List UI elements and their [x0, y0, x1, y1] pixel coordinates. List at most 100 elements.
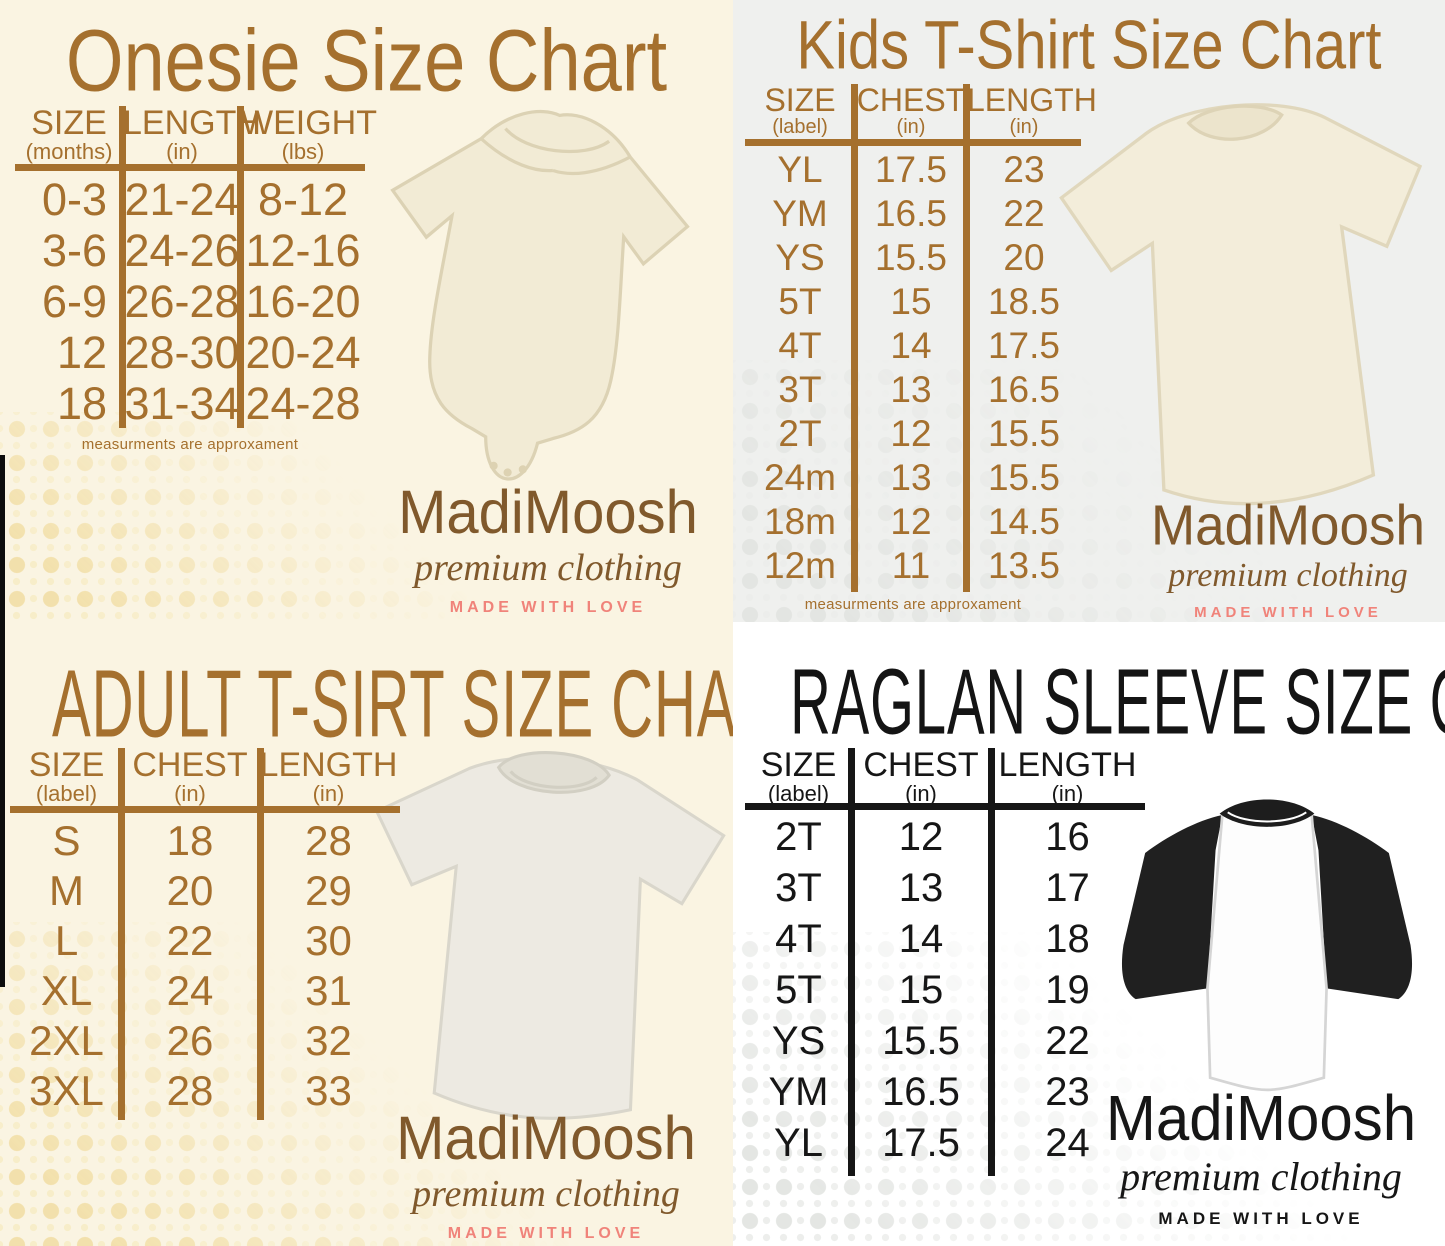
table-row: 3T 13 17 — [745, 863, 1145, 914]
photo-edge-artifact — [0, 455, 5, 987]
size-cell: S — [52, 817, 81, 864]
table-row: YL 17.5 24 — [745, 1118, 1145, 1169]
column-header: SIZE (label) — [10, 748, 123, 806]
brand-slogan: MADE WITH LOVE — [1194, 604, 1382, 621]
chest-cell: 17.5 — [882, 1121, 960, 1165]
raglan-shirt-illustration — [1121, 799, 1413, 1092]
table-header-rule — [745, 803, 1145, 810]
chest-cell: 28 — [166, 1067, 214, 1114]
length-cell: 29 — [305, 867, 352, 914]
chest-cell: 11 — [891, 545, 931, 586]
length-cell: 23 — [1003, 149, 1045, 190]
length-cell: 32 — [305, 1017, 352, 1064]
size-cell: YL — [774, 1121, 823, 1165]
panel-title: Onesie Size Chart — [0, 10, 733, 110]
weight-cell: 24-28 — [245, 378, 361, 429]
brand-block: MadiMoosh premium clothing MADE WITH LOV… — [372, 1107, 720, 1243]
size-cell: YM — [768, 1070, 829, 1114]
table-row: 4T 14 17.5 — [745, 324, 1081, 368]
onesie-size-table: SIZE (months) LENGTH (in) WEIGHT (lbs) 0… — [15, 104, 377, 466]
onesie-product-photo — [329, 67, 733, 517]
table-row: 24m 13 15.5 — [745, 456, 1081, 500]
chest-cell: 24 — [166, 967, 214, 1014]
chest-cell: 15 — [890, 281, 932, 322]
size-cell: 4T — [778, 325, 822, 366]
brand-slogan: MADE WITH LOVE — [1158, 1209, 1364, 1228]
chest-cell: 13 — [898, 866, 944, 910]
table-header-row: SIZE (label) CHEST (in) LENGTH (in) — [745, 746, 1145, 806]
table-column-divider — [851, 84, 858, 592]
size-cell: 3-6 — [41, 225, 107, 276]
length-cell: 31-34 — [124, 378, 240, 429]
size-cell: 3XL — [29, 1067, 104, 1114]
length-cell: 22 — [1003, 193, 1045, 234]
length-cell: 30 — [305, 917, 352, 964]
column-label: LENGTH — [967, 82, 1097, 118]
size-cell: M — [49, 867, 84, 914]
table-header-row: SIZE (months) LENGTH (in) WEIGHT (lbs) — [15, 104, 377, 164]
brand-tagline: premium clothing — [1168, 557, 1408, 594]
column-unit: (months) — [25, 139, 113, 164]
table-row: 3-6 24-26 12-16 — [15, 225, 365, 276]
table-body: YL 17.5 23 YM 16.5 22 YS 15.5 20 5T 15 1… — [745, 148, 1081, 588]
chest-cell: 12 — [898, 815, 944, 859]
length-cell: 24-26 — [124, 225, 240, 276]
length-cell: 18 — [1045, 917, 1090, 961]
brand-name: MadiMoosh — [398, 477, 698, 547]
adult-tshirt-size-chart-panel: ADULT T-SIRT SIZE CHART SIZE (label) CHE… — [0, 622, 733, 1246]
length-cell: 17.5 — [987, 325, 1060, 366]
column-label: SIZE — [764, 82, 836, 118]
size-cell: 2T — [775, 815, 822, 859]
measurement-disclaimer: measurments are approxament — [804, 596, 1022, 613]
panel-title: Kids T-Shirt Size Chart — [733, 6, 1445, 83]
column-unit: (in) — [896, 116, 926, 138]
chest-cell: 13 — [890, 369, 932, 410]
table-row: 6-9 26-28 16-20 — [15, 276, 365, 327]
size-cell: XL — [40, 967, 93, 1014]
chest-cell: 14 — [898, 917, 944, 961]
table-row: S 18 28 — [10, 816, 400, 866]
column-label: SIZE — [31, 104, 107, 142]
adult-tshirt-illustration — [374, 751, 726, 1120]
panel-title-text: Kids T-Shirt Size Chart — [796, 7, 1382, 84]
panel-title: RAGLAN SLEEVE SIZE CHART — [733, 648, 1445, 753]
size-cell: YS — [775, 237, 825, 278]
table-row: 0-3 21-24 8-12 — [15, 174, 365, 225]
brand-name: MadiMoosh — [1151, 494, 1425, 558]
length-cell: 15.5 — [987, 413, 1060, 454]
brand-slogan: MADE WITH LOVE — [449, 599, 647, 616]
column-header: SIZE (label) — [745, 748, 852, 806]
size-cell: 4T — [775, 917, 822, 961]
column-label: LENGTH — [998, 746, 1137, 784]
measurement-disclaimer: measurments are approxament — [81, 436, 299, 453]
size-cell: 18 — [56, 378, 107, 429]
table-row: 18m 12 14.5 — [745, 500, 1081, 544]
chest-cell: 26 — [166, 1017, 214, 1064]
column-header: LENGTH (in) — [123, 104, 261, 164]
column-unit: (in) — [166, 139, 198, 164]
length-cell: 33 — [305, 1067, 352, 1114]
table-body: 0-3 21-24 8-12 3-6 24-26 12-16 6-9 26-28… — [15, 174, 365, 429]
size-cell: 24m — [764, 457, 836, 498]
column-label: SIZE — [760, 746, 837, 784]
table-column-divider — [988, 748, 995, 1176]
panel-title: ADULT T-SIRT SIZE CHART — [0, 648, 733, 756]
size-cell: 3T — [775, 866, 822, 910]
table-header-rule — [10, 806, 400, 813]
panel-title-text: Onesie Size Chart — [65, 11, 668, 110]
column-label: LENGTH — [123, 104, 261, 142]
size-cell: 18m — [764, 501, 836, 542]
table-column-divider — [963, 84, 970, 592]
length-cell: 18.5 — [987, 281, 1060, 322]
kids-tshirt-size-chart-panel: Kids T-Shirt Size Chart SIZE (label) CHE… — [733, 0, 1445, 622]
table-column-divider — [119, 106, 126, 428]
kids-size-table: SIZE (label) CHEST (in) LENGTH (in) YL 1… — [745, 82, 1097, 622]
table-row: YM 16.5 23 — [745, 1067, 1145, 1118]
length-cell: 24 — [1045, 1121, 1090, 1165]
raglan-shirt-product-photo — [1091, 780, 1443, 1110]
table-column-divider — [118, 748, 125, 1120]
chest-cell: 15.5 — [882, 1019, 960, 1063]
table-row: 3XL 28 33 — [10, 1066, 400, 1116]
chest-cell: 12 — [890, 501, 932, 542]
column-header: SIZE (months) — [15, 106, 123, 164]
